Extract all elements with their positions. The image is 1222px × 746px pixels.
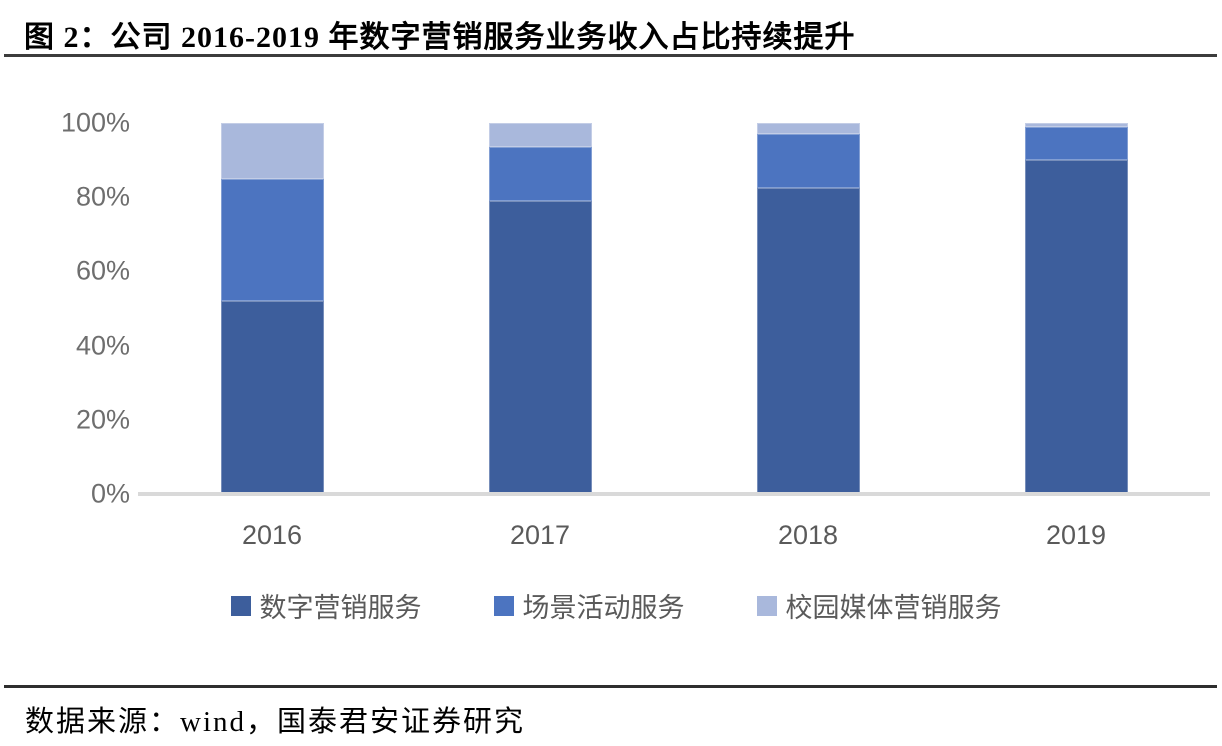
legend-swatch-icon: [756, 595, 777, 616]
stacked-bar: [488, 123, 592, 494]
figure-title: 图 2：公司 2016-2019 年数字营销服务业务收入占比持续提升: [24, 21, 856, 54]
stacked-bar-chart: 0% 20% 40% 60% 80% 100% 2016 2017 2018 2019 数字营销…: [0, 108, 1210, 625]
bar-segment: [488, 123, 592, 148]
legend-swatch-icon: [493, 595, 514, 616]
bar-segment: [1024, 123, 1128, 127]
x-axis-label: 2018: [777, 520, 839, 550]
x-axis-label: 2016: [241, 520, 303, 550]
bar-column: [674, 123, 942, 494]
bar-segment: [1024, 160, 1128, 494]
bar-column: [942, 123, 1210, 494]
legend-item: 场景活动服务: [493, 586, 685, 625]
x-axis: 2016 2017 2018 2019: [138, 520, 1210, 551]
legend-item: 校园媒体营销服务: [756, 586, 1002, 625]
legend-label: 场景活动服务: [522, 593, 685, 623]
legend-item: 数字营销服务: [230, 586, 422, 625]
bar-segment: [220, 178, 324, 302]
bar-column: [406, 123, 674, 494]
y-tick-label: 20%: [75, 404, 130, 435]
y-tick-label: 40%: [75, 330, 130, 361]
y-tick-label: 60%: [75, 255, 130, 286]
bar-segment: [756, 123, 860, 135]
bar-segment: [756, 134, 860, 188]
x-axis-label: 2019: [1045, 520, 1107, 550]
legend-label: 校园媒体营销服务: [785, 593, 1002, 623]
legend-swatch-icon: [230, 595, 251, 616]
bar-segment: [220, 301, 324, 494]
footer-divider: [4, 685, 1217, 688]
x-axis-label: 2017: [509, 520, 571, 550]
bar-segment: [488, 200, 592, 494]
y-tick-label: 80%: [75, 181, 130, 212]
x-axis-line: [138, 492, 1210, 496]
y-tick-label: 0%: [90, 478, 130, 509]
y-tick-label: 100%: [60, 107, 130, 138]
legend-label: 数字营销服务: [259, 593, 422, 623]
stacked-bar: [756, 123, 860, 494]
source-note: 数据来源：wind，国泰君安证券研究: [25, 706, 526, 738]
bar-segment: [220, 123, 324, 179]
stacked-bar: [220, 123, 324, 494]
stacked-bar: [1024, 123, 1128, 494]
bar-segment: [488, 147, 592, 201]
title-divider: [4, 54, 1217, 57]
bar-segment: [756, 187, 860, 494]
bar-column: [138, 123, 406, 494]
bar-segment: [1024, 126, 1128, 161]
plot-area: [138, 123, 1210, 494]
bars: [138, 123, 1210, 494]
legend: 数字营销服务 场景活动服务 校园媒体营销服务: [80, 586, 1152, 625]
y-axis: 0% 20% 40% 60% 80% 100%: [0, 108, 130, 509]
